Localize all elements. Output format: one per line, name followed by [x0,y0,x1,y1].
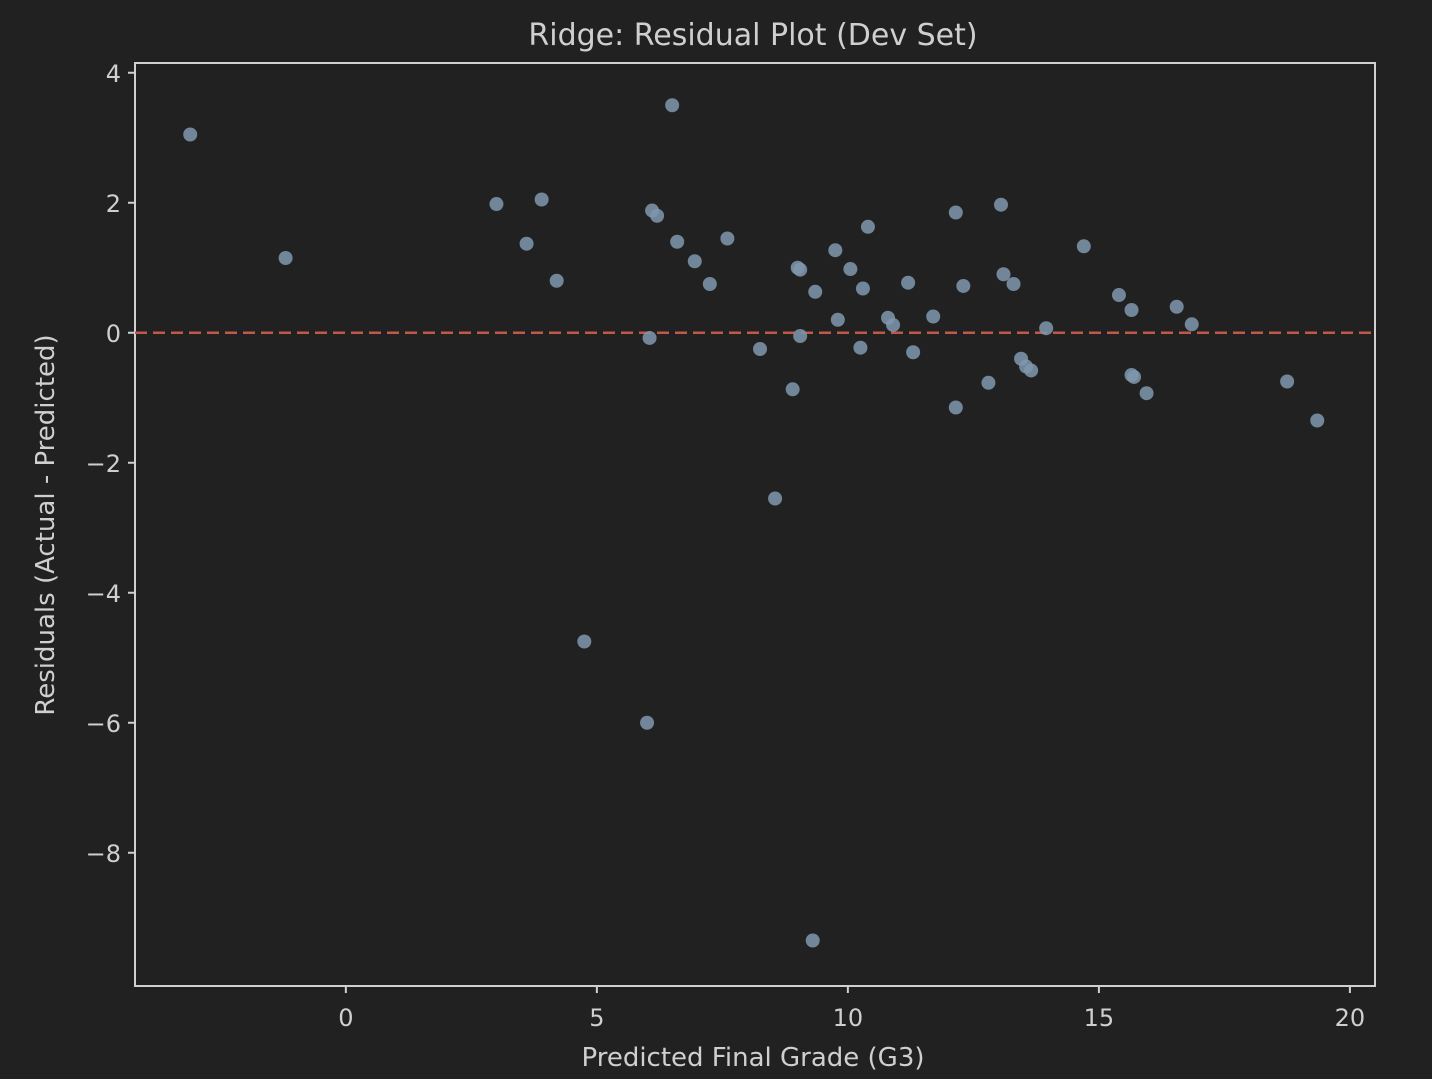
scatter-point [926,309,941,324]
scatter-point [702,277,717,291]
axes-frame [134,62,1376,987]
x-tick-label: 10 [833,1004,864,1032]
y-tick-label: 4 [106,60,121,88]
scatter-point [1024,363,1039,378]
y-tick-label: −4 [86,580,121,608]
scatter-point [948,205,963,220]
scatter-point [577,634,592,649]
scatter-point [855,281,870,296]
scatter-point [534,192,549,207]
scatter-point [948,400,963,415]
scatter-point [278,251,293,265]
scatter-point [489,197,504,212]
scatter-point [785,382,800,397]
chart-title: Ridge: Residual Plot (Dev Set) [528,18,977,53]
scatter-point [1111,288,1126,303]
scatter-point [1280,374,1295,389]
scatter-point [753,342,768,356]
x-tick-label: 0 [338,1004,353,1032]
scatter-point [853,340,868,355]
y-axis-label: Residuals (Actual - Predicted) [31,334,61,715]
scatter-point [1006,277,1021,291]
y-tick-label: 0 [106,320,121,348]
y-tick-label: −6 [86,710,121,738]
scatter-point [860,219,875,234]
scatter-point [687,254,702,269]
scatter-point [1310,413,1325,428]
scatter-point [670,234,685,249]
scatter-point [1169,299,1184,314]
scatter-point [981,375,996,390]
y-tick-label: −8 [86,840,121,868]
scatter-point [793,329,808,343]
scatter-point [642,330,657,345]
scatter-point [640,715,655,730]
x-tick-label: 15 [1084,1004,1115,1032]
scatter-point [1139,386,1154,401]
scatter-point [886,317,901,332]
x-tick-label: 20 [1335,1004,1366,1032]
scatter-point [183,127,198,142]
scatter-point [843,262,858,277]
scatter-point [665,98,680,113]
scatter-point [993,197,1008,212]
scatter-point [830,312,845,327]
scatter-point [519,236,534,251]
scatter-point [805,933,820,948]
y-tick-label: −2 [86,450,121,478]
scatter-point [901,275,916,290]
scatter-point [906,345,921,360]
scatter-point [793,262,808,277]
scatter-point [720,231,735,246]
scatter-point [768,491,783,506]
scatter-point [1127,369,1142,384]
scatter-point [808,284,823,299]
scatter-point [549,273,564,288]
scatter-point [828,243,843,258]
x-tick-label: 5 [589,1004,604,1032]
scatter-point [956,278,971,293]
scatter-point [1076,239,1091,254]
scatter-point [650,208,665,223]
scatter-point [996,267,1011,282]
scatter-point [1184,317,1199,332]
y-tick-label: 2 [106,190,121,218]
scatter-point [1124,303,1139,317]
x-axis-label: Predicted Final Grade (G3) [581,1043,924,1073]
scatter-point [1039,321,1054,336]
